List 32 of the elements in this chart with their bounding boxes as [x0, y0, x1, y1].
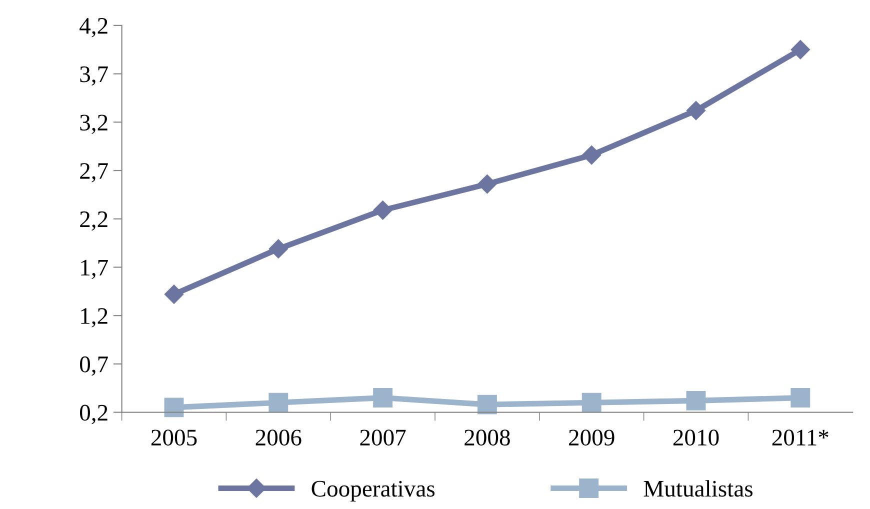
point: [790, 388, 810, 408]
x-tick-label: 2007: [360, 430, 406, 446]
point: [790, 40, 810, 60]
y-tick-label: 2,7: [80, 163, 108, 182]
y-tick-label: 0,7: [80, 356, 108, 376]
x-tick-label: 2009: [569, 430, 614, 446]
point: [268, 239, 288, 258]
point: [373, 200, 392, 220]
x-tick-label: 2011*: [772, 430, 828, 446]
x-tick-label: 2008: [464, 430, 510, 446]
point: [164, 398, 184, 418]
point: [582, 146, 602, 165]
x-tick-label: 2010: [673, 430, 719, 446]
point: [164, 284, 184, 304]
point: [478, 174, 497, 194]
legend-label: Cooperativas: [312, 480, 435, 502]
point: [373, 388, 393, 408]
point: [686, 101, 706, 120]
y-tick-label: 1,2: [81, 308, 108, 328]
y-tick-label: 0,2: [80, 404, 108, 424]
point: [268, 392, 288, 412]
point: [477, 394, 497, 414]
legend-label: Mutualistas: [644, 480, 752, 497]
point: [582, 392, 602, 412]
y-tick-label: 3,7: [80, 66, 108, 86]
x-tick-label: 2005: [151, 430, 197, 446]
y-tick-label: 4,2: [80, 18, 108, 38]
y-tick-label: 2,2: [80, 211, 108, 231]
x-tick-label: 2006: [256, 430, 302, 446]
point: [686, 390, 706, 410]
y-tick-label: 1,7: [81, 260, 108, 280]
y-tick-label: 3,2: [80, 114, 108, 134]
